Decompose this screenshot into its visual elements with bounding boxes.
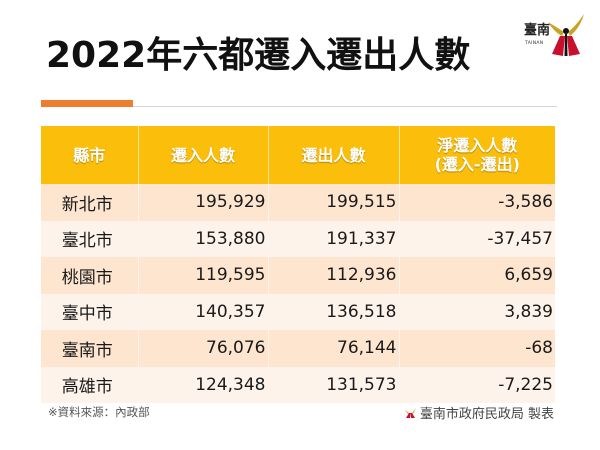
move-in-cell: 119,595 <box>137 257 268 294</box>
table-row: 新北市 195,929 199,515 -3,586 <box>41 184 555 221</box>
move-in-cell: 153,880 <box>137 220 268 257</box>
net-cell: 3,839 <box>398 293 555 330</box>
city-cell: 臺北市 <box>41 220 138 257</box>
table-row: 桃園市 119,595 112,936 6,659 <box>41 257 555 294</box>
table-row: 臺南市 76,076 76,144 -68 <box>41 330 555 367</box>
city-cell: 臺中市 <box>41 293 138 330</box>
title-underline <box>41 106 557 107</box>
move-out-cell: 191,337 <box>267 220 399 257</box>
logo-subtext: TAINAN <box>525 41 544 46</box>
city-cell: 臺南市 <box>41 330 138 367</box>
city-cell: 高雄市 <box>41 366 138 403</box>
tainan-logo: 臺南 TAINAN <box>520 12 586 60</box>
net-cell: -68 <box>398 330 555 367</box>
column-header-net: 淨遷入人數 (遷入-遷出) <box>398 126 555 184</box>
tainan-mini-logo-icon <box>404 407 416 418</box>
move-out-cell: 131,573 <box>267 366 399 403</box>
table-row: 臺北市 153,880 191,337 -37,457 <box>41 220 555 257</box>
table-row: 臺中市 140,357 136,518 3,839 <box>41 293 555 330</box>
maker-credit: 臺南市政府民政局 製表 <box>404 403 554 422</box>
title-accent-bar <box>41 100 133 107</box>
move-in-cell: 140,357 <box>137 293 268 330</box>
net-cell: 6,659 <box>398 257 555 294</box>
tainan-city-logo-icon <box>548 14 584 56</box>
net-cell: -37,457 <box>398 220 555 257</box>
logo-text: 臺南 <box>524 23 551 38</box>
move-out-cell: 199,515 <box>267 184 399 221</box>
page-title: 2022年六都遷入遷出人數 <box>46 35 471 76</box>
move-in-cell: 195,929 <box>137 184 268 221</box>
move-in-cell: 124,348 <box>137 366 268 403</box>
net-cell: -3,586 <box>398 184 555 221</box>
move-out-cell: 136,518 <box>267 293 399 330</box>
move-out-cell: 112,936 <box>267 257 399 294</box>
column-header-net-line2: (遷入-遷出) <box>434 155 520 174</box>
column-header-city: 縣市 <box>41 126 138 184</box>
city-cell: 桃園市 <box>41 257 138 294</box>
table-row: 高雄市 124,348 131,573 -7,225 <box>41 366 555 403</box>
move-out-cell: 76,144 <box>267 330 399 367</box>
migration-table: 縣市 遷入人數 遷出人數 淨遷入人數 (遷入-遷出) 新北市 195,929 1… <box>41 126 555 403</box>
column-header-net-line1: 淨遷入人數 <box>437 136 518 155</box>
column-header-move-in: 遷入人數 <box>137 126 268 184</box>
city-cell: 新北市 <box>41 184 138 221</box>
maker-text: 臺南市政府民政局 製表 <box>419 407 554 422</box>
column-header-move-out: 遷出人數 <box>267 126 399 184</box>
net-cell: -7,225 <box>398 366 555 403</box>
move-in-cell: 76,076 <box>137 330 268 367</box>
data-source-note: ※資料來源：內政部 <box>48 405 150 419</box>
table-header-row: 縣市 遷入人數 遷出人數 淨遷入人數 (遷入-遷出) <box>41 126 555 184</box>
